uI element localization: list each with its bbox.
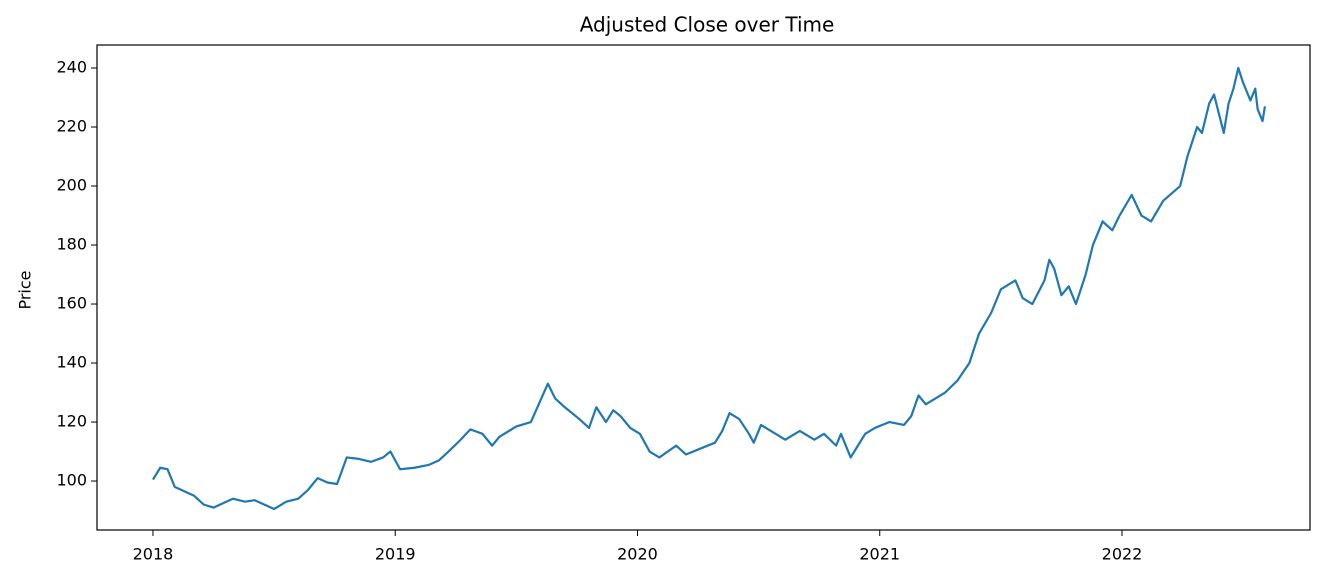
- x-tick-label: 2021: [859, 545, 900, 564]
- x-tick-label: 2020: [617, 545, 658, 564]
- y-tick-label: 180: [56, 235, 87, 254]
- line-series: [152, 66, 1267, 511]
- y-tick-label: 100: [56, 471, 87, 490]
- y-tick-label: 120: [56, 412, 87, 431]
- plot-frame: [96, 44, 1311, 531]
- y-tick-label: 160: [56, 294, 87, 313]
- chart-title: Adjusted Close over Time: [580, 13, 835, 37]
- y-tick-label: 200: [56, 176, 87, 195]
- x-tick-label: 2019: [375, 545, 416, 564]
- x-tick-label: 2018: [133, 545, 174, 564]
- y-tick-label: 220: [56, 117, 87, 136]
- y-axis-label: Price: [16, 270, 35, 309]
- y-tick-label: 240: [56, 58, 87, 77]
- y-tick-label: 140: [56, 353, 87, 372]
- x-tick-label: 2022: [1102, 545, 1143, 564]
